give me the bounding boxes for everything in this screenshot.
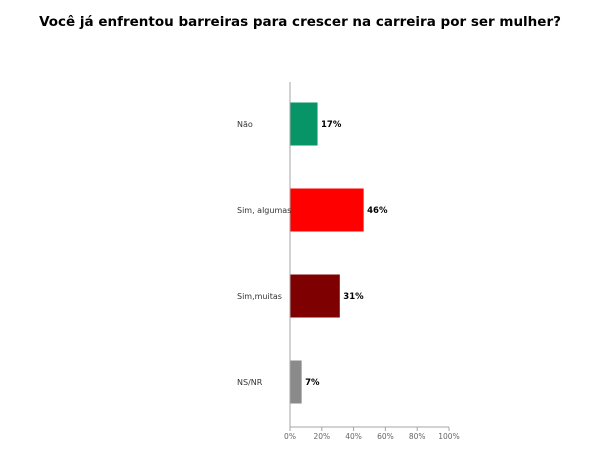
value-label: 7% (305, 378, 320, 388)
category-label: Sim,muitas (237, 292, 282, 301)
x-tick-label: 100% (438, 432, 459, 441)
value-label: 31% (343, 292, 364, 302)
x-tick-label: 40% (345, 432, 362, 441)
axis-layer: 0% 20% 40% 60% 80% 100% (284, 82, 460, 441)
bar (290, 102, 318, 146)
labels-layer: Não 17% Sim, algumas 46% Sim,muitas 31% NS/NR 7… (237, 120, 388, 388)
x-tick-label: 20% (313, 432, 330, 441)
x-tick-label: 0% (284, 432, 296, 441)
category-label: NS/NR (237, 378, 263, 387)
x-tick-label: 60% (377, 432, 394, 441)
bar (290, 274, 340, 318)
value-label: 46% (367, 206, 388, 216)
x-tick-label: 80% (409, 432, 426, 441)
bars-layer (290, 102, 364, 404)
chart-title: Você já enfrentou barreiras para crescer… (39, 14, 561, 30)
value-label: 17% (321, 120, 342, 130)
category-label: Sim, algumas (237, 206, 291, 215)
category-label: Não (237, 120, 253, 129)
bar (290, 188, 364, 232)
bar (290, 360, 302, 404)
